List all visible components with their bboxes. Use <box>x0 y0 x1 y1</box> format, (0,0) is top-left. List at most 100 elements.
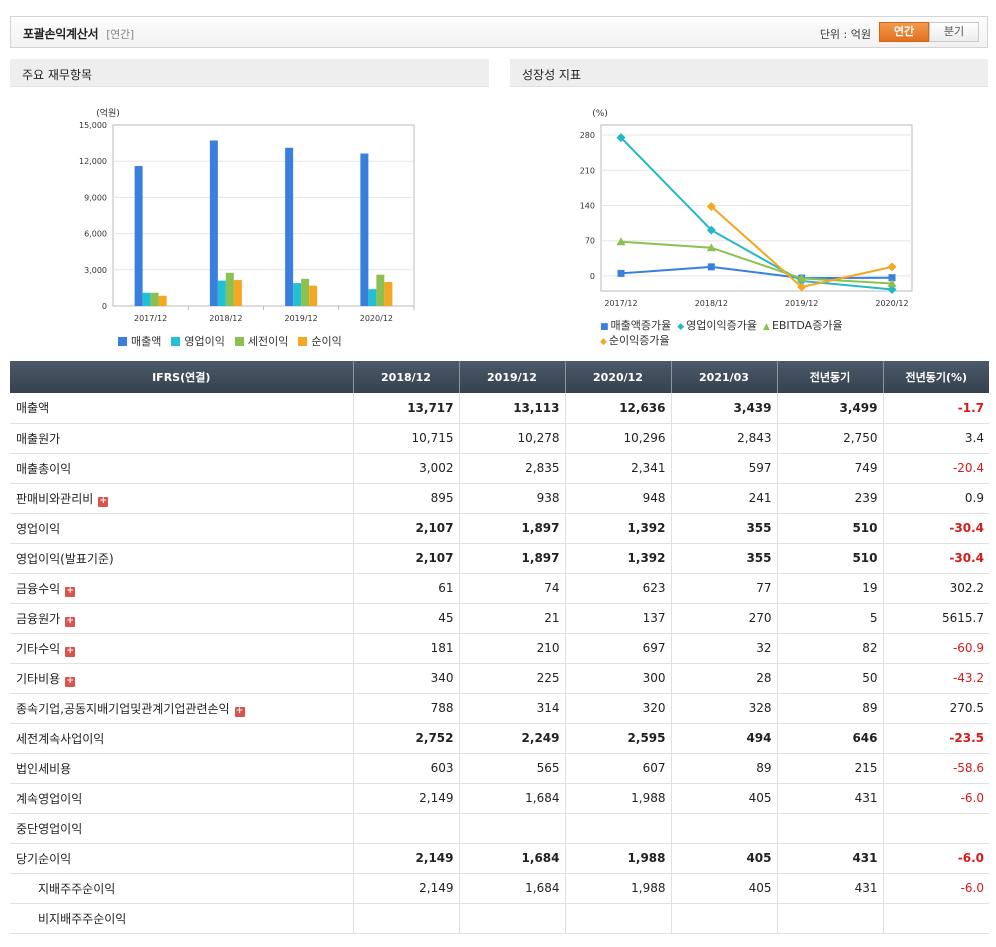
cell-value: 225 <box>458 663 565 694</box>
cell-value: 2,341 <box>564 453 671 484</box>
x-tick-label: 2020/12 <box>360 314 393 323</box>
cell-value: 405 <box>670 843 777 874</box>
legend-label: EBITDA증가율 <box>771 319 843 332</box>
row-label: 세전계속사업이익 <box>10 722 353 754</box>
cell-value: 241 <box>670 483 777 514</box>
cell-value: 431 <box>776 843 883 874</box>
point-marker <box>616 237 626 246</box>
cell-value: 623 <box>564 573 671 604</box>
income-statement-table: IFRS(연결) 2018/12 2019/12 2020/12 2021/03 전년동기… <box>10 361 989 934</box>
y-unit-label: (억원) <box>96 107 120 119</box>
cell-value: 210 <box>458 633 565 664</box>
legend-item: ▲ EBITDA증가율 <box>763 319 843 334</box>
expand-plus-icon[interactable]: + <box>65 615 76 627</box>
cell-value: 5615.7 <box>882 603 989 634</box>
bar <box>158 295 167 306</box>
point-marker <box>707 263 715 271</box>
growth-indicators-panel-header: 성장성 지표 <box>510 59 988 87</box>
financial-items-panel-header: 주요 재무항목 <box>10 59 489 87</box>
cell-value: 28 <box>670 663 777 694</box>
expand-plus-icon[interactable]: + <box>65 675 76 687</box>
cell-value: 494 <box>670 722 777 754</box>
point-marker <box>887 284 897 294</box>
bar <box>360 153 369 306</box>
row-label-text: 지배주주순이익 <box>38 881 116 896</box>
row-label: 영업이익(발표기준) <box>10 543 353 574</box>
cell-value: 270 <box>670 603 777 634</box>
header-col: 2021/03 <box>670 361 777 393</box>
cell-value: 2,149 <box>352 873 459 904</box>
legend-item: ■ 매출액증가율 <box>600 319 671 334</box>
cell-value <box>564 813 671 844</box>
table-row: 판매비와관리비 +895 938 948 241 239 0.9 <box>10 483 989 514</box>
expand-plus-icon[interactable]: + <box>65 645 76 657</box>
cell-value: 89 <box>776 693 883 724</box>
cell-value: -43.2 <box>882 663 989 694</box>
legend-marker-icon: ▲ <box>763 322 770 332</box>
cell-value: 2,149 <box>352 783 459 814</box>
row-label-text: 매출액 <box>16 401 50 416</box>
expand-plus-icon[interactable]: + <box>65 585 76 597</box>
financial-items-legend: 매출액 영업이익 세전이익 순이익 <box>118 333 352 349</box>
cell-value: -60.9 <box>882 633 989 664</box>
legend-item: 영업이익 <box>171 333 225 349</box>
cell-value: 1,988 <box>564 873 671 904</box>
cell-value: 13,717 <box>352 393 459 424</box>
point-marker <box>706 243 716 252</box>
cell-value: -1.7 <box>882 393 989 424</box>
expand-plus-icon[interactable]: + <box>98 495 109 507</box>
point-marker <box>706 225 716 235</box>
row-label-text: 계속영업이익 <box>16 791 83 806</box>
financial-items-title: 주요 재무항목 <box>22 68 93 82</box>
cell-value: 895 <box>352 483 459 514</box>
cell-value: 697 <box>564 633 671 664</box>
cell-value: 10,715 <box>352 423 459 454</box>
cell-value: -6.0 <box>882 843 989 874</box>
x-tick-label: 2017/12 <box>604 299 637 308</box>
expand-plus-icon[interactable]: + <box>234 705 245 717</box>
y-tick-label: 3,000 <box>84 266 107 275</box>
row-label: 계속영업이익 <box>10 783 353 814</box>
cell-value: 788 <box>352 693 459 724</box>
series-line <box>620 240 893 285</box>
cell-value: 320 <box>564 693 671 724</box>
legend-item: 세전이익 <box>234 333 288 349</box>
series-line <box>620 136 893 291</box>
cell-value: 565 <box>458 753 565 784</box>
x-tick-label: 2018/12 <box>695 299 728 308</box>
cell-value: 3,439 <box>670 393 777 424</box>
header-col: 전년동기(%) <box>882 361 989 393</box>
cell-value: 1,988 <box>564 783 671 814</box>
row-label: 기타비용 + <box>10 663 353 694</box>
cell-value <box>670 813 777 844</box>
cell-value: 1,684 <box>458 873 565 904</box>
table-header-row: IFRS(연결) 2018/12 2019/12 2020/12 2021/03 전년동기… <box>10 361 989 393</box>
header-col: 2020/12 <box>564 361 671 393</box>
y-tick-label: 0 <box>590 272 595 281</box>
quarterly-toggle-button[interactable]: 분기 <box>929 22 979 42</box>
cell-value: 13,113 <box>458 393 565 424</box>
bar <box>134 166 143 306</box>
cell-value: 405 <box>670 783 777 814</box>
cell-value: 1,392 <box>564 543 671 574</box>
cell-value <box>882 903 989 934</box>
cell-value: 597 <box>670 453 777 484</box>
cell-value <box>882 813 989 844</box>
table-row: 영업이익 2,107 1,897 1,392 355 510 -30.4 <box>10 512 989 544</box>
cell-value: 431 <box>776 873 883 904</box>
x-tick-label: 2019/12 <box>785 299 818 308</box>
annual-toggle-button[interactable]: 연간 <box>879 22 929 42</box>
plot-area <box>112 124 415 307</box>
bar <box>209 140 218 306</box>
table-row: 기타수익 +181 210 697 32 82 -60.9 <box>10 633 989 664</box>
cell-value: 603 <box>352 753 459 784</box>
row-label: 판매비와관리비 + <box>10 483 353 514</box>
table-row: 법인세비용 603 565 607 89 215 -58.6 <box>10 753 989 784</box>
legend-label: 영업이익증가율 <box>686 319 758 332</box>
cell-value <box>458 903 565 934</box>
legend-marker-icon: ◆ <box>600 337 607 347</box>
row-label-text: 중단영업이익 <box>16 821 83 836</box>
cell-value: 77 <box>670 573 777 604</box>
table-row: 매출원가 10,715 10,278 10,296 2,843 2,750 3.4 <box>10 423 989 454</box>
cell-value: 21 <box>458 603 565 634</box>
